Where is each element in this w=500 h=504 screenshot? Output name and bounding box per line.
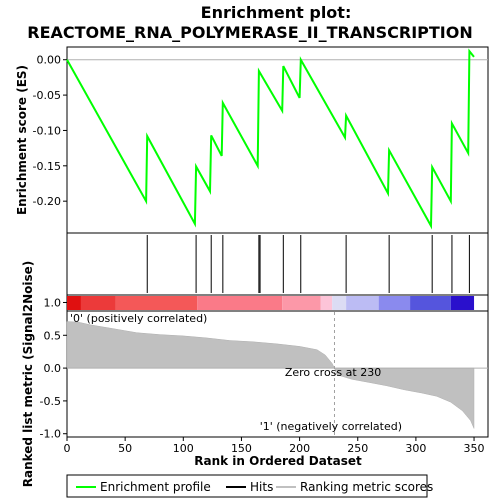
hits-panel-frame — [66, 232, 489, 296]
es-y-axis-title: Enrichment score (ES) — [15, 65, 29, 215]
x-tick-label: 100 — [173, 442, 194, 455]
metric-y-axis-title: Ranked list metric (Signal2Noise) — [21, 261, 35, 488]
chart-title-line2: REACTOME_RNA_POLYMERASE_II_TRANSCRIPTION — [27, 23, 473, 42]
legend-hits-label: Hits — [250, 480, 273, 494]
color-bar-group — [67, 296, 475, 310]
color-bar-segment — [67, 296, 81, 310]
es-y-ticks: 0.00 -0.05 -0.10 -0.15 -0.20 — [33, 54, 67, 208]
es-y-tick-label: -0.15 — [33, 160, 61, 173]
es-curve-group — [66, 48, 475, 230]
x-axis-title: Rank in Ordered Dataset — [194, 454, 362, 468]
metric-y-ticks: 1.0 0.5 0.0 -0.5 -1.0 — [40, 296, 67, 441]
es-y-tick-label: 0.00 — [37, 54, 62, 67]
metric-y-tick-label: -1.0 — [40, 428, 61, 441]
color-bar-segment — [282, 296, 321, 310]
metric-y-tick-label: 0.5 — [44, 329, 62, 342]
color-bar-segment — [410, 296, 451, 310]
x-tick-label: 300 — [405, 442, 426, 455]
hits-group — [146, 235, 470, 293]
x-tick-label: 250 — [347, 442, 368, 455]
es-y-tick-label: -0.20 — [33, 195, 61, 208]
metric-y-tick-label: -0.5 — [40, 395, 61, 408]
color-bar-segment — [80, 296, 116, 310]
color-bar-segment — [346, 296, 379, 310]
x-tick-label: 350 — [464, 442, 485, 455]
color-bar-segment — [332, 296, 347, 310]
color-bar-segment — [115, 296, 198, 310]
negative-correlation-label: '1' (negatively correlated) — [260, 420, 402, 433]
es-panel-frame — [66, 46, 489, 234]
legend-box — [66, 474, 428, 498]
x-tick-label: 50 — [118, 442, 132, 455]
color-bar-segment — [450, 296, 475, 310]
chart-title-line1: Enrichment plot: — [201, 3, 352, 22]
x-tick-label: 0 — [64, 442, 71, 455]
metric-y-tick-label: 0.0 — [44, 362, 62, 375]
es-y-tick-label: -0.05 — [33, 89, 61, 102]
color-bar-segment — [320, 296, 333, 310]
color-bar-segment — [197, 296, 283, 310]
metric-group — [66, 312, 488, 436]
es-series-line — [66, 48, 475, 230]
x-tick-label: 200 — [289, 442, 310, 455]
legend-metric-label: Ranking metric scores — [300, 480, 433, 494]
metric-area — [66, 321, 475, 429]
es-y-tick-label: -0.10 — [33, 124, 61, 137]
legend-enrichment-label: Enrichment profile — [100, 480, 211, 494]
color-bar-segment — [378, 296, 411, 310]
x-ticks: 0 50 100 150 200 250 300 350 — [64, 437, 485, 455]
zero-cross-label: Zero cross at 230 — [285, 366, 381, 379]
positive-correlation-label: '0' (positively correlated) — [70, 312, 207, 325]
metric-y-tick-label: 1.0 — [44, 296, 62, 309]
x-tick-label: 150 — [231, 442, 252, 455]
